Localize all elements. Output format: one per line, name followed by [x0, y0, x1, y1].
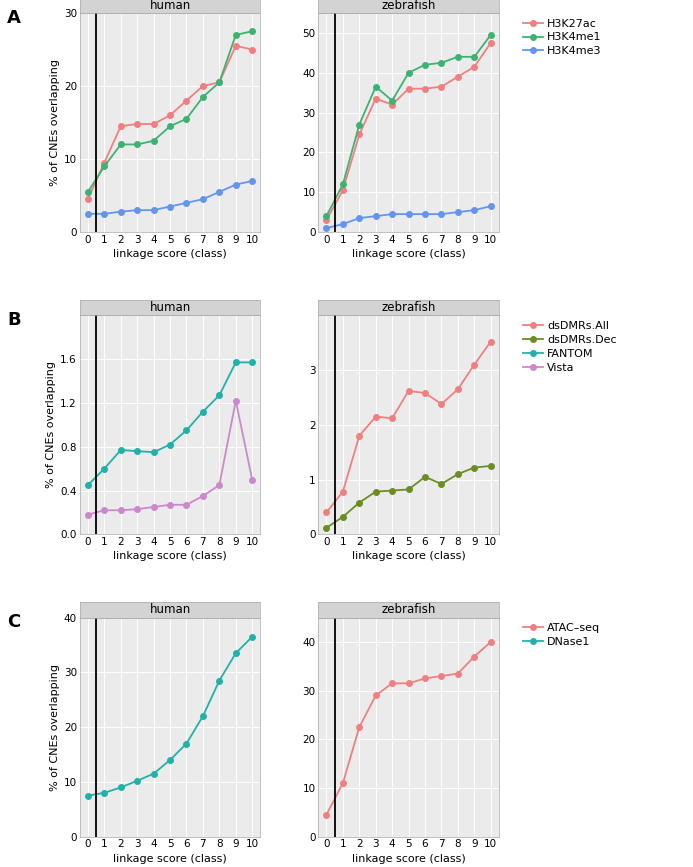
- Legend: H3K27ac, H3K4me1, H3K4me3: H3K27ac, H3K4me1, H3K4me3: [523, 18, 602, 56]
- Text: zebrafish: zebrafish: [381, 0, 436, 11]
- Text: human: human: [150, 603, 191, 616]
- Legend: ATAC–seq, DNase1: ATAC–seq, DNase1: [523, 623, 600, 647]
- Y-axis label: % of CNEs overlapping: % of CNEs overlapping: [46, 362, 56, 488]
- Text: zebrafish: zebrafish: [381, 301, 436, 314]
- X-axis label: linkage score (class): linkage score (class): [352, 551, 466, 561]
- X-axis label: linkage score (class): linkage score (class): [113, 551, 227, 561]
- Text: zebrafish: zebrafish: [381, 603, 436, 616]
- X-axis label: linkage score (class): linkage score (class): [113, 854, 227, 864]
- Text: C: C: [7, 613, 20, 631]
- Legend: dsDMRs.All, dsDMRs.Dec, FANTOM, Vista: dsDMRs.All, dsDMRs.Dec, FANTOM, Vista: [523, 321, 617, 373]
- X-axis label: linkage score (class): linkage score (class): [352, 249, 466, 259]
- X-axis label: linkage score (class): linkage score (class): [352, 854, 466, 864]
- X-axis label: linkage score (class): linkage score (class): [113, 249, 227, 259]
- Y-axis label: % of CNEs overlapping: % of CNEs overlapping: [50, 59, 60, 186]
- Y-axis label: % of CNEs overlapping: % of CNEs overlapping: [50, 663, 60, 791]
- Text: A: A: [7, 9, 21, 27]
- Text: human: human: [150, 0, 191, 11]
- Text: human: human: [150, 301, 191, 314]
- Text: B: B: [7, 311, 21, 329]
